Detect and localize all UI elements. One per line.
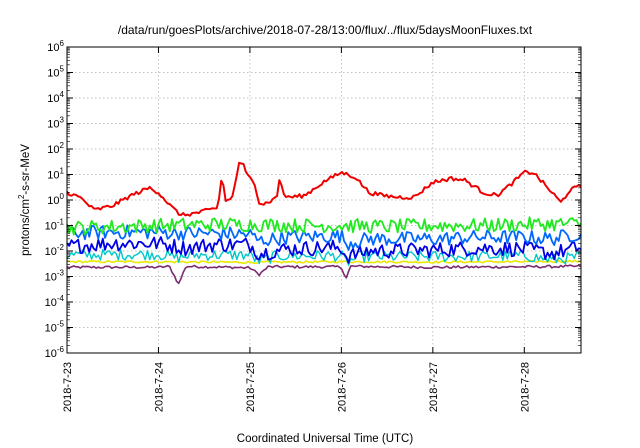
x-tick-label: 2018-7-28	[519, 362, 531, 412]
series-line-5	[66, 224, 582, 251]
y-tick-label: 10-2	[45, 243, 65, 258]
x-axis-label: Coordinated Universal Time (UTC)	[237, 433, 414, 445]
x-tick-label: 2018-7-24	[153, 362, 165, 412]
y-tick-label: 101	[47, 167, 64, 182]
x-tick-label: 2018-7-26	[336, 362, 348, 412]
x-tick-label: 2018-7-25	[245, 362, 257, 412]
y-tick-label: 102	[47, 141, 64, 156]
y-tick-label: 10-3	[45, 269, 65, 284]
y-tick-label: 106	[47, 39, 64, 54]
series-group	[66, 161, 582, 285]
y-tick-label: 10-6	[45, 345, 65, 360]
series-line-1	[66, 264, 582, 285]
series-line-3	[66, 248, 582, 266]
grid	[66, 46, 581, 354]
series-line-7	[66, 161, 582, 217]
x-axis: 2018-7-23 2018-7-24 2018-7-25 2018-7-26 2018…	[62, 47, 531, 412]
x-tick-label: 2018-7-27	[428, 362, 440, 412]
y-tick-label: 10-5	[45, 320, 65, 335]
chart-title: /data/run/goesPlots/archive/2018-07-28/1…	[118, 23, 533, 37]
y-tick-label: 100	[47, 192, 64, 207]
y-tick-label: 105	[47, 65, 64, 80]
series-line-2	[66, 259, 582, 265]
y-tick-label: 10-4	[45, 294, 65, 309]
series-line-4	[66, 236, 582, 264]
y-tick-label: 103	[47, 116, 64, 131]
y-axis-label: protons/cm2-s-sr-MeV	[17, 144, 32, 256]
y-tick-label: 104	[47, 90, 64, 105]
series-line-6	[66, 216, 582, 236]
x-tick-label: 2018-7-23	[62, 362, 74, 412]
y-tick-label: 10-1	[45, 218, 65, 233]
y-axis: 106 105 104 103 102 101 100 10-1 10-2 10-3 10-4 10-…	[45, 39, 581, 360]
